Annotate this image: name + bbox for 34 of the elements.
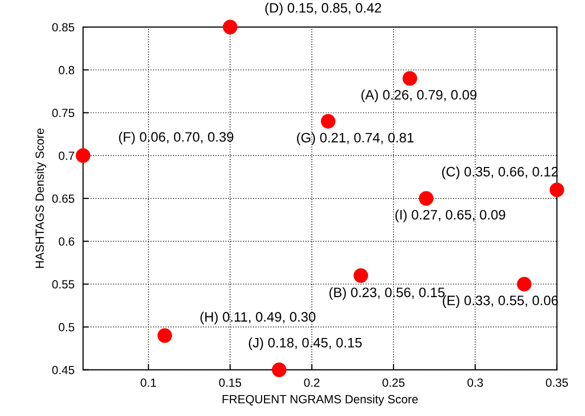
x-axis-title: FREQUENT NGRAMS Density Score bbox=[222, 394, 418, 406]
point bbox=[272, 362, 286, 378]
annotation: (I) 0.27, 0.65, 0.09 bbox=[395, 210, 506, 222]
y-tick-label: 0.75 bbox=[52, 108, 74, 118]
x-tick-label: 0.3 bbox=[467, 378, 483, 387]
y-tick-label: 0.65 bbox=[52, 194, 74, 203]
point bbox=[157, 328, 172, 343]
y-tick-label: 0.55 bbox=[52, 280, 74, 289]
x-tick-label: 0.25 bbox=[382, 378, 405, 387]
y-tick-label: 0.8 bbox=[58, 66, 74, 74]
annotation: (G) 0.21, 0.74, 0.81 bbox=[297, 132, 414, 146]
x-tick-label: 0.35 bbox=[546, 378, 568, 387]
x-tick-label: 0.2 bbox=[304, 378, 320, 387]
x-tick-label: 0.15 bbox=[219, 378, 242, 387]
point bbox=[550, 182, 564, 198]
annotation: (F) 0.06, 0.70, 0.39 bbox=[119, 132, 234, 144]
point bbox=[320, 114, 336, 129]
y-tick-label: 0.85 bbox=[52, 23, 74, 32]
y-tick-label: 0.6 bbox=[58, 237, 74, 246]
point bbox=[402, 71, 418, 86]
annotation: (J) 0.18, 0.45, 0.15 bbox=[248, 337, 362, 350]
point bbox=[222, 20, 238, 34]
y-axis-title: HASHTAGS Density Score bbox=[35, 128, 46, 268]
y-tick-label: 0.7 bbox=[58, 152, 74, 160]
annotation: (A) 0.26, 0.79, 0.09 bbox=[361, 90, 476, 102]
annotation: (H) 0.11, 0.49, 0.30 bbox=[200, 312, 316, 324]
point bbox=[418, 191, 434, 206]
x-tick-label: 0.1 bbox=[140, 378, 156, 387]
y-tick-label: 0.45 bbox=[52, 366, 74, 374]
point bbox=[516, 276, 532, 292]
y-tick-label: 0.5 bbox=[58, 323, 74, 332]
point bbox=[76, 148, 90, 163]
point bbox=[354, 268, 368, 283]
annotation: (D) 0.15, 0.85, 0.42 bbox=[265, 2, 382, 16]
